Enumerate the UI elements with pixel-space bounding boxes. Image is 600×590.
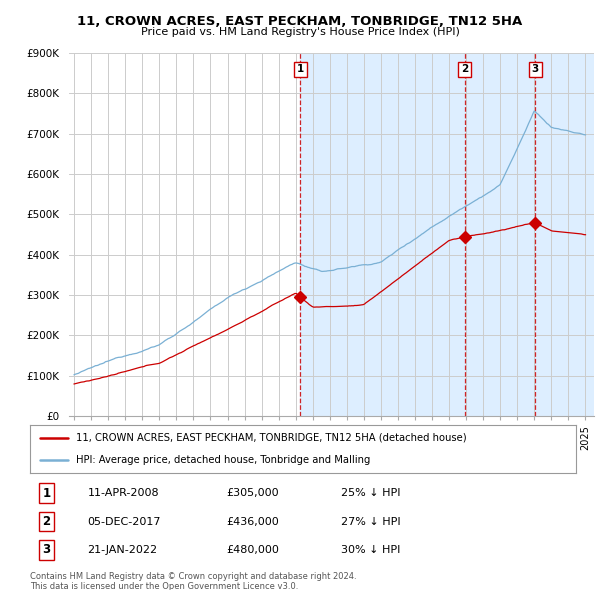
Text: 25% ↓ HPI: 25% ↓ HPI [341,489,401,499]
Text: £436,000: £436,000 [227,516,280,526]
Text: Contains HM Land Registry data © Crown copyright and database right 2024.: Contains HM Land Registry data © Crown c… [30,572,356,581]
Text: 27% ↓ HPI: 27% ↓ HPI [341,516,401,526]
Text: 3: 3 [43,543,50,556]
Text: 11, CROWN ACRES, EAST PECKHAM, TONBRIDGE, TN12 5HA: 11, CROWN ACRES, EAST PECKHAM, TONBRIDGE… [77,15,523,28]
Text: 30% ↓ HPI: 30% ↓ HPI [341,545,401,555]
Text: £480,000: £480,000 [227,545,280,555]
Text: 2: 2 [461,64,469,74]
Text: Price paid vs. HM Land Registry's House Price Index (HPI): Price paid vs. HM Land Registry's House … [140,27,460,37]
Text: £305,000: £305,000 [227,489,279,499]
Text: 3: 3 [532,64,539,74]
Text: 1: 1 [43,487,50,500]
Text: 05-DEC-2017: 05-DEC-2017 [88,516,161,526]
Text: 1: 1 [296,64,304,74]
Text: 11-APR-2008: 11-APR-2008 [88,489,159,499]
Text: This data is licensed under the Open Government Licence v3.0.: This data is licensed under the Open Gov… [30,582,298,590]
Text: HPI: Average price, detached house, Tonbridge and Malling: HPI: Average price, detached house, Tonb… [76,455,371,465]
Text: 11, CROWN ACRES, EAST PECKHAM, TONBRIDGE, TN12 5HA (detached house): 11, CROWN ACRES, EAST PECKHAM, TONBRIDGE… [76,433,467,443]
Bar [301,53,594,416]
Text: 21-JAN-2022: 21-JAN-2022 [88,545,157,555]
Text: 2: 2 [43,515,50,528]
